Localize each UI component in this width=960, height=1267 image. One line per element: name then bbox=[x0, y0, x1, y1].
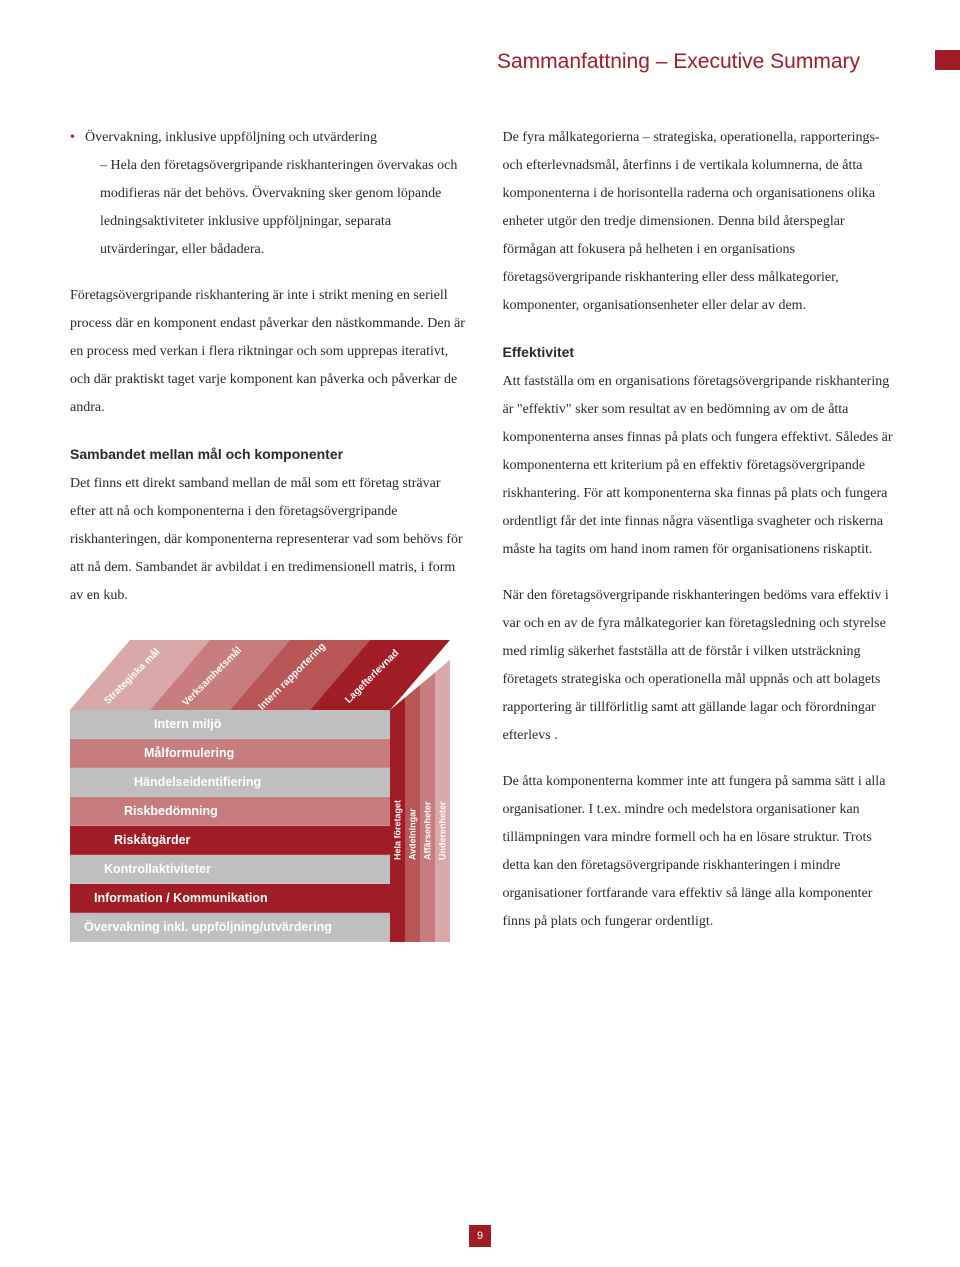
cube-component-row: Intern miljö bbox=[70, 710, 390, 739]
left-column: Övervakning, inklusive uppföljning och u… bbox=[70, 124, 468, 970]
cube-component-row: Riskåtgärder bbox=[70, 826, 390, 855]
cube-front-face: Intern miljöMålformuleringHändelseidenti… bbox=[70, 710, 390, 942]
paragraph: De fyra målkategorierna – strategiska, o… bbox=[503, 124, 901, 320]
paragraph-body: Att fastställa om en organisations föret… bbox=[503, 374, 893, 557]
paragraph: De åtta komponenterna kommer inte att fu… bbox=[503, 768, 901, 936]
right-column: De fyra målkategorierna – strategiska, o… bbox=[503, 124, 901, 970]
subheading: Effektivitet bbox=[503, 344, 575, 360]
cube-side-label: Affärsenheter bbox=[423, 801, 433, 860]
cube-component-row: Övervakning inkl. uppföljning/utvärderin… bbox=[70, 913, 390, 942]
paragraph: Företagsövergripande riskhantering är in… bbox=[70, 282, 468, 422]
header-accent-bar bbox=[935, 50, 960, 70]
bullet-main-text: Övervakning, inklusive uppföljning och u… bbox=[85, 130, 377, 145]
paragraph: Sambandet mellan mål och komponenter Det… bbox=[70, 440, 468, 610]
cube-side-label: Avdelningar bbox=[408, 808, 418, 860]
cube-component-row: Målformulering bbox=[70, 739, 390, 768]
cube-side-face: Hela företaget Avdelningar Affärsenheter Un… bbox=[390, 660, 450, 942]
coso-cube-diagram: Strategiska målVerksamhetsmålIntern rapp… bbox=[70, 640, 450, 970]
cube-side-strip bbox=[435, 660, 450, 942]
paragraph-body: Det finns ett direkt samband mellan de m… bbox=[70, 476, 463, 603]
cube-component-row: Information / Kommunikation bbox=[70, 884, 390, 913]
paragraph: Effektivitet Att fastställa om en organi… bbox=[503, 338, 901, 564]
two-column-layout: Övervakning, inklusive uppföljning och u… bbox=[70, 124, 900, 970]
paragraph: När den företagsövergripande riskhanteri… bbox=[503, 582, 901, 750]
cube-side-label: Underenheter bbox=[438, 801, 448, 860]
cube-side-label: Hela företaget bbox=[393, 800, 403, 860]
cube-side-svg: Hela företaget Avdelningar Affärsenheter Un… bbox=[390, 660, 450, 942]
bullet-sub-text: – Hela den företagsövergripande riskhant… bbox=[85, 152, 468, 264]
bullet-item: Övervakning, inklusive uppföljning och u… bbox=[70, 124, 468, 264]
cube-component-row: Kontrollaktiviteter bbox=[70, 855, 390, 884]
cube-component-row: Händelseidentifiering bbox=[70, 768, 390, 797]
cube-component-row: Riskbedömning bbox=[70, 797, 390, 826]
page-number-badge: 9 bbox=[469, 1225, 491, 1247]
page-title: Sammanfattning – Executive Summary bbox=[70, 50, 900, 74]
subheading: Sambandet mellan mål och komponenter bbox=[70, 446, 343, 462]
